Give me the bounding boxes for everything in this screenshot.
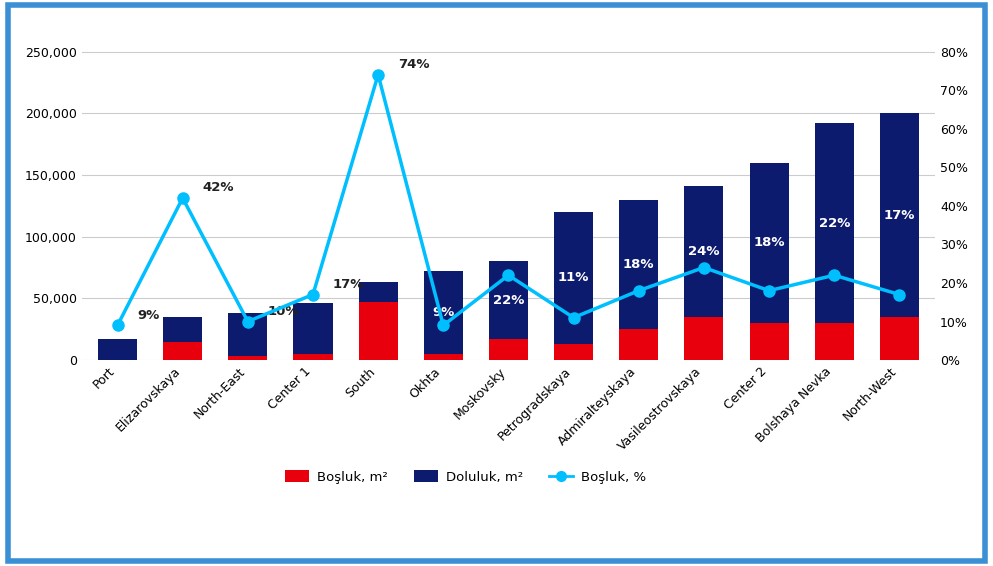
Text: 11%: 11%: [558, 272, 589, 285]
Bar: [750, 323, 788, 360]
Bar: [684, 186, 724, 317]
Text: 42%: 42%: [203, 181, 233, 194]
Text: 18%: 18%: [754, 237, 784, 250]
Bar: [554, 344, 593, 360]
Text: 74%: 74%: [397, 58, 429, 71]
Text: 18%: 18%: [623, 258, 654, 271]
Text: 17%: 17%: [333, 278, 363, 291]
Bar: [750, 162, 788, 323]
Bar: [98, 339, 137, 360]
Bar: [358, 302, 397, 360]
Bar: [358, 282, 397, 302]
Bar: [620, 200, 658, 329]
Bar: [228, 313, 267, 357]
Text: 10%: 10%: [267, 305, 299, 318]
Text: 24%: 24%: [688, 245, 720, 258]
Bar: [163, 317, 203, 341]
Text: 17%: 17%: [884, 208, 916, 221]
Legend: Boşluk, m², Doluluk, m², Boşluk, %: Boşluk, m², Doluluk, m², Boşluk, %: [280, 465, 651, 489]
Text: 22%: 22%: [818, 217, 850, 230]
Bar: [228, 357, 267, 360]
Bar: [814, 123, 854, 323]
Bar: [489, 339, 528, 360]
Bar: [489, 261, 528, 339]
Bar: [684, 317, 724, 360]
Bar: [424, 354, 463, 360]
Text: 9%: 9%: [432, 306, 455, 319]
Text: 9%: 9%: [137, 308, 159, 321]
Text: 22%: 22%: [493, 294, 524, 307]
Bar: [424, 271, 463, 354]
Bar: [880, 113, 919, 317]
Bar: [293, 303, 333, 354]
Bar: [814, 323, 854, 360]
Bar: [554, 212, 593, 344]
Bar: [880, 317, 919, 360]
Bar: [293, 354, 333, 360]
Bar: [163, 341, 203, 360]
Bar: [620, 329, 658, 360]
